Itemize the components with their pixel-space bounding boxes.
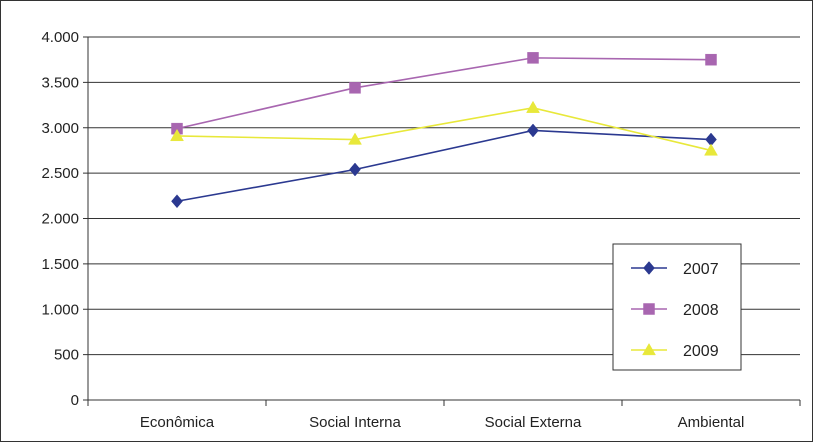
y-tick-label: 1.500 [41, 256, 79, 273]
legend-label: 2008 [683, 302, 719, 319]
legend: 2007 2008 2009 [612, 243, 742, 371]
x-tick-label: Social Interna [309, 414, 401, 431]
x-tick-label: Ambiental [678, 414, 745, 431]
legend-entry-2009: 2009 [631, 342, 719, 360]
y-tick-label: 4.000 [41, 29, 79, 46]
series-2008 [171, 52, 717, 135]
legend-marker [642, 342, 656, 356]
legend-entry-2007: 2007 [631, 261, 719, 278]
legend-box [612, 243, 742, 371]
legend-marker [643, 261, 655, 275]
x-tick-label: Social Externa [485, 414, 582, 431]
series-2007 [171, 123, 717, 209]
y-tick-label: 3.000 [41, 120, 79, 137]
data-point-2009 [704, 143, 718, 156]
data-point-2007 [171, 194, 183, 209]
legend-label: 2007 [683, 261, 719, 278]
series-line-2008 [176, 57, 712, 130]
data-point-2009 [526, 100, 540, 113]
series-group [170, 52, 718, 209]
data-point-2007 [527, 123, 539, 138]
data-point-2007 [349, 162, 361, 177]
y-tick-label: 2.000 [41, 211, 79, 228]
x-axis: Econômica Social Interna Social Externa Amb… [87, 399, 801, 431]
legend-marker [643, 303, 655, 315]
data-point-2008 [705, 53, 717, 66]
legend-label: 2009 [683, 343, 719, 360]
gridlines [88, 36, 800, 400]
series-line-2007 [176, 129, 712, 203]
y-tick-label: 0 [71, 392, 79, 409]
x-tick-label: Econômica [140, 414, 215, 431]
legend-entry-2008: 2008 [631, 302, 719, 319]
series-2009 [170, 100, 718, 156]
data-point-2008 [527, 52, 539, 64]
series-line-2009 [176, 106, 712, 152]
y-axis: 0 500 1.000 1.500 2.000 2.500 3.000 3.500 4.000 [41, 29, 89, 409]
data-point-2009 [348, 132, 362, 145]
y-tick-label: 2.500 [41, 165, 79, 182]
y-tick-label: 3.500 [41, 74, 79, 91]
data-point-2008 [349, 82, 361, 94]
y-tick-label: 1.000 [41, 301, 79, 318]
y-tick-label: 500 [54, 347, 79, 364]
data-point-2009 [170, 128, 184, 142]
